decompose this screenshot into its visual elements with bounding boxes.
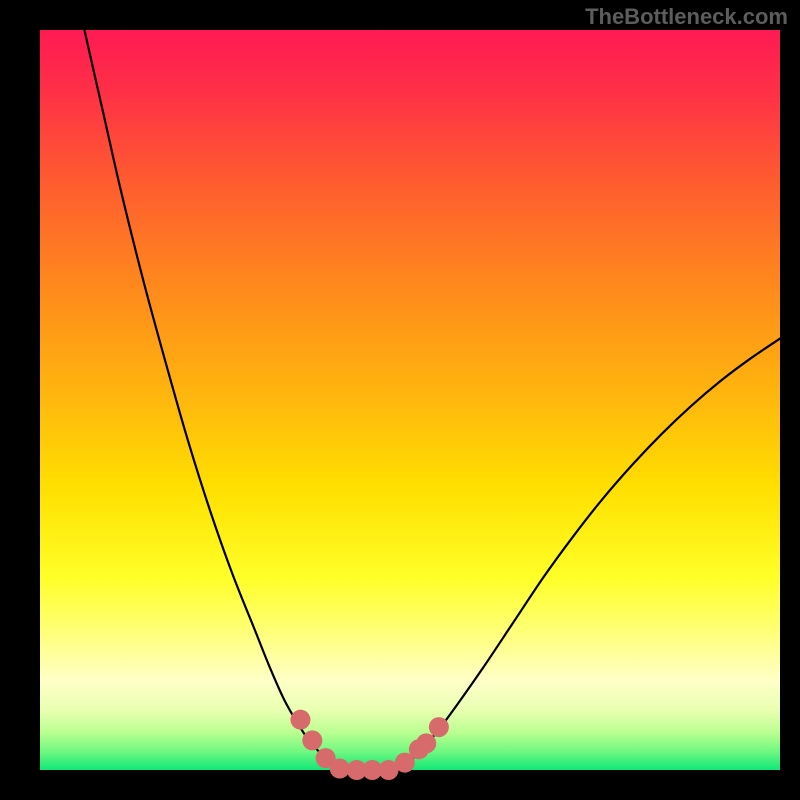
curve-markers — [290, 710, 448, 780]
curve-marker — [416, 733, 436, 753]
curve-marker — [429, 717, 449, 737]
watermark-text: TheBottleneck.com — [585, 4, 788, 30]
chart-svg — [0, 0, 800, 800]
bottleneck-curve — [84, 30, 780, 770]
curve-marker — [330, 759, 350, 779]
curve-marker — [290, 710, 310, 730]
curve-marker — [302, 730, 322, 750]
